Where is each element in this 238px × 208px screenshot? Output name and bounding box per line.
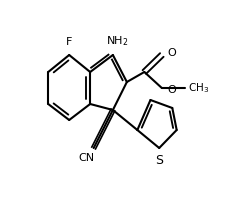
- Text: NH$_2$: NH$_2$: [106, 34, 128, 48]
- Text: O: O: [167, 85, 176, 95]
- Text: S: S: [155, 154, 163, 167]
- Text: O: O: [167, 48, 176, 58]
- Text: CH$_3$: CH$_3$: [188, 81, 209, 95]
- Text: F: F: [66, 37, 72, 47]
- Text: CN: CN: [78, 153, 94, 163]
